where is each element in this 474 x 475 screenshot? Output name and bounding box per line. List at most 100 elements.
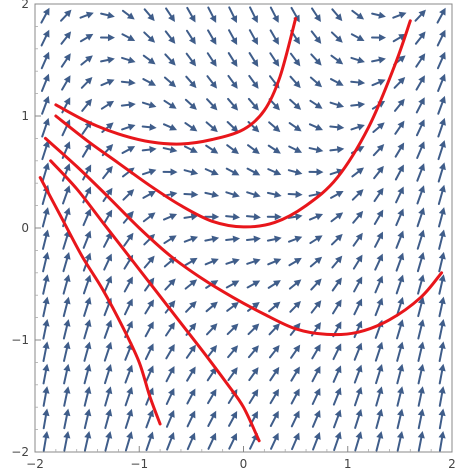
field-arrow [61, 163, 71, 182]
field-arrow [121, 9, 135, 20]
field-arrow [165, 7, 175, 22]
field-arrow [436, 29, 446, 47]
field-arrow [103, 341, 113, 362]
field-arrow [393, 76, 406, 89]
field-arrow [162, 168, 178, 176]
field-arrow [417, 341, 425, 362]
field-arrow [350, 78, 366, 86]
field-arrow [185, 29, 196, 45]
solution-curve-4 [49, 159, 261, 443]
field-arrow [41, 207, 50, 228]
field-arrow [353, 298, 363, 316]
field-arrow [269, 366, 280, 382]
field-arrow [438, 296, 446, 318]
field-arrow [245, 235, 261, 243]
field-arrow [288, 122, 302, 132]
field-arrow [436, 51, 446, 70]
field-arrow [396, 363, 405, 385]
field-arrow [163, 235, 177, 245]
field-arrow [312, 432, 321, 451]
field-arrow [289, 52, 301, 67]
field-arrow [310, 30, 322, 44]
field-arrow [225, 258, 240, 265]
field-arrow [186, 366, 196, 382]
field-arrow [185, 344, 196, 359]
field-arrow [395, 186, 404, 204]
field-arrow [63, 408, 71, 430]
field-arrow [104, 431, 113, 452]
field-arrow [100, 11, 115, 19]
field-arrow [267, 280, 281, 289]
field-arrow [375, 386, 384, 407]
field-arrow [207, 29, 217, 45]
field-arrow [248, 29, 258, 45]
field-arrow [416, 185, 426, 205]
field-arrow [310, 300, 322, 314]
field-arrow [63, 430, 71, 452]
field-arrow [83, 296, 92, 317]
field-arrow [288, 279, 302, 290]
field-arrow [142, 54, 156, 65]
field-arrow [330, 54, 344, 65]
field-arrow [417, 430, 425, 452]
field-arrow [80, 76, 93, 89]
field-arrow [288, 145, 303, 153]
field-arrow [396, 408, 405, 430]
field-arrow [374, 253, 384, 271]
field-arrow [375, 364, 384, 385]
field-arrow [41, 162, 50, 183]
field-arrow [330, 212, 344, 223]
field-arrow [246, 280, 261, 289]
field-arrow [353, 276, 363, 293]
field-arrow [165, 322, 176, 337]
field-arrow [205, 121, 218, 133]
field-arrow [205, 301, 218, 313]
field-arrow [374, 341, 384, 362]
field-arrow [375, 408, 384, 430]
field-arrow [287, 190, 303, 198]
field-arrow [415, 75, 425, 91]
field-arrow [394, 142, 405, 158]
field-arrow [40, 7, 50, 24]
field-arrow [225, 235, 241, 243]
field-arrow [289, 75, 301, 89]
field-arrow [142, 78, 157, 86]
field-arrow [436, 7, 446, 24]
field-arrow [371, 56, 386, 64]
x-tick-label: 1 [344, 457, 352, 471]
field-arrow [79, 33, 94, 43]
field-arrow [163, 123, 178, 131]
solution-curve-2 [54, 19, 412, 229]
field-arrow [82, 274, 92, 295]
field-arrow [372, 144, 385, 157]
field-arrow [186, 6, 196, 23]
field-arrow [333, 409, 342, 429]
solution-curve-3 [43, 136, 444, 337]
field-arrow [371, 11, 386, 19]
field-arrow [330, 31, 343, 43]
field-arrow [226, 323, 239, 336]
field-arrow [329, 123, 345, 131]
field-arrow [266, 235, 282, 243]
field-arrow [225, 190, 240, 198]
field-arrow [438, 408, 446, 430]
field-arrow [165, 410, 175, 428]
field-arrow [438, 386, 446, 407]
field-arrow [228, 410, 238, 427]
field-arrow [395, 208, 404, 227]
field-arrow [417, 386, 425, 407]
field-arrow [63, 363, 71, 385]
field-arrow [416, 252, 426, 273]
field-arrow [225, 213, 241, 221]
field-arrow [269, 29, 279, 45]
field-arrow [351, 189, 364, 201]
field-arrow [60, 31, 72, 45]
field-arrow [41, 95, 50, 115]
field-arrow [415, 53, 426, 68]
field-arrow [310, 53, 322, 66]
field-arrow [42, 408, 50, 430]
field-arrow [246, 167, 261, 176]
field-arrow [124, 431, 134, 452]
field-arrow [144, 321, 154, 338]
field-arrow [374, 297, 384, 317]
